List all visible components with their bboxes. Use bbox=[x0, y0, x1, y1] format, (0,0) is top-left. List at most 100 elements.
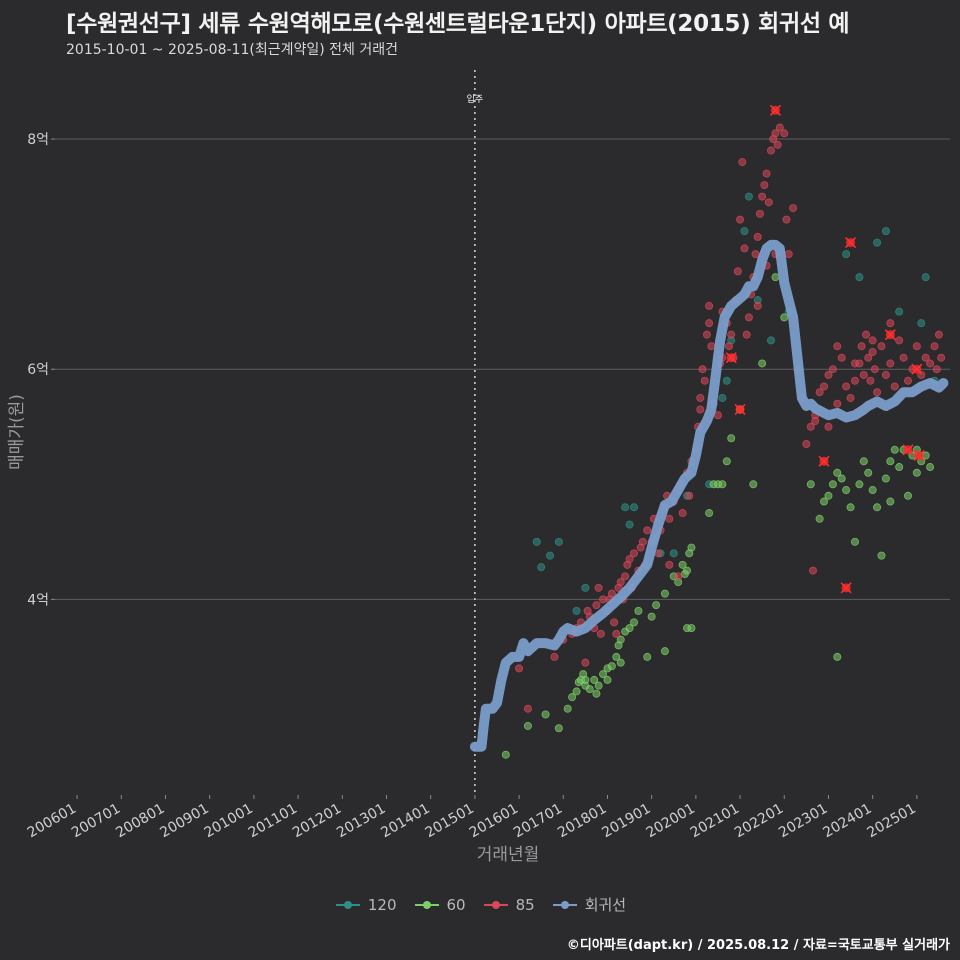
annotation-layer: 입주 bbox=[467, 70, 483, 795]
highlight-cross bbox=[840, 582, 852, 594]
data-point-85 bbox=[917, 370, 926, 379]
data-point-60 bbox=[771, 273, 780, 282]
data-point-85 bbox=[864, 353, 873, 362]
data-point-85 bbox=[857, 342, 866, 351]
data-point-85 bbox=[859, 370, 868, 379]
x-tick-label: 200701 bbox=[69, 801, 123, 842]
x-tick-label: 201701 bbox=[511, 801, 565, 842]
data-point-85 bbox=[921, 353, 930, 362]
data-point-60 bbox=[585, 685, 594, 694]
data-point-120 bbox=[718, 393, 727, 402]
data-point-60 bbox=[647, 612, 656, 621]
x-tick-label: 202501 bbox=[865, 801, 919, 842]
data-point-60 bbox=[727, 434, 736, 443]
data-point-85 bbox=[782, 215, 791, 224]
x-tick-label: 201101 bbox=[246, 801, 300, 842]
data-point-120 bbox=[744, 192, 753, 201]
data-point-85 bbox=[811, 416, 820, 425]
data-point-85 bbox=[780, 129, 789, 138]
data-point-85 bbox=[866, 376, 875, 385]
data-point-60 bbox=[660, 589, 669, 598]
y-tick-label: 8억 bbox=[27, 132, 49, 148]
data-point-60 bbox=[833, 652, 842, 661]
highlight-cross bbox=[769, 104, 781, 116]
data-point-85 bbox=[678, 509, 687, 518]
data-point-85 bbox=[912, 342, 921, 351]
data-point-60 bbox=[599, 670, 608, 679]
data-point-85 bbox=[926, 359, 935, 368]
data-point-85 bbox=[868, 336, 877, 345]
data-point-85 bbox=[755, 209, 764, 218]
data-point-60 bbox=[687, 543, 696, 552]
x-tick-label: 201001 bbox=[202, 801, 256, 842]
data-point-85 bbox=[824, 422, 833, 431]
data-point-85 bbox=[581, 658, 590, 667]
data-point-85 bbox=[862, 330, 871, 339]
data-point-85 bbox=[738, 158, 747, 167]
data-point-85 bbox=[705, 301, 714, 310]
chart-title: [수원권선구] 세류 수원역해모로(수원센트럴타운1단지) 아파트(2015) … bbox=[66, 11, 850, 37]
x-tick-label: 202401 bbox=[820, 801, 874, 842]
axis-layer: 4억 6억 8억 2006012007012008012009012010012011… bbox=[25, 132, 919, 841]
data-point-85 bbox=[596, 629, 605, 638]
data-point-60 bbox=[718, 480, 727, 489]
data-point-85 bbox=[842, 382, 851, 391]
data-point-120 bbox=[572, 606, 581, 615]
data-point-120 bbox=[621, 503, 630, 512]
data-point-120 bbox=[740, 227, 749, 236]
data-point-60 bbox=[886, 497, 895, 506]
data-point-85 bbox=[713, 411, 722, 420]
points-layer bbox=[501, 123, 946, 759]
data-point-85 bbox=[932, 365, 941, 374]
data-point-60 bbox=[705, 509, 714, 518]
data-point-85 bbox=[771, 129, 780, 138]
data-point-120 bbox=[532, 537, 541, 546]
data-point-120 bbox=[881, 227, 890, 236]
highlight-cross bbox=[844, 237, 857, 249]
data-point-85 bbox=[621, 572, 630, 581]
data-point-85 bbox=[773, 140, 782, 149]
x-tick-label: 202101 bbox=[688, 801, 742, 842]
data-point-85 bbox=[612, 629, 621, 638]
data-point-120 bbox=[722, 376, 731, 385]
data-point-85 bbox=[753, 232, 762, 241]
data-point-85 bbox=[767, 146, 776, 155]
data-point-60 bbox=[629, 618, 638, 627]
data-point-120 bbox=[581, 583, 590, 592]
data-point-85 bbox=[784, 250, 793, 259]
data-point-60 bbox=[568, 693, 577, 702]
data-point-85 bbox=[895, 336, 904, 345]
data-point-85 bbox=[665, 514, 674, 523]
x-tick-label: 202001 bbox=[644, 801, 698, 842]
data-point-120 bbox=[625, 520, 634, 529]
data-point-60 bbox=[678, 560, 687, 569]
data-point-85 bbox=[523, 704, 532, 713]
data-point-85 bbox=[751, 250, 760, 259]
data-point-85 bbox=[753, 301, 762, 310]
data-point-85 bbox=[698, 365, 707, 374]
data-point-120 bbox=[669, 549, 678, 558]
highlight-cross bbox=[911, 363, 923, 375]
data-point-60 bbox=[572, 687, 581, 696]
data-point-85 bbox=[806, 422, 815, 431]
x-tick-label: 201501 bbox=[423, 801, 477, 842]
data-point-60 bbox=[501, 750, 510, 759]
data-point-60 bbox=[643, 652, 652, 661]
data-point-85 bbox=[592, 601, 601, 610]
x-tick-label: 200801 bbox=[113, 801, 167, 842]
data-point-85 bbox=[705, 319, 714, 328]
legend-key-dot bbox=[343, 900, 352, 909]
data-point-85 bbox=[937, 353, 946, 362]
data-point-85 bbox=[594, 583, 603, 592]
data-point-60 bbox=[877, 551, 886, 560]
data-point-60 bbox=[828, 480, 837, 489]
data-point-120 bbox=[546, 551, 555, 560]
data-point-85 bbox=[685, 491, 694, 500]
data-point-60 bbox=[815, 514, 824, 523]
data-point-60 bbox=[890, 445, 899, 454]
data-point-120 bbox=[842, 250, 851, 259]
data-point-85 bbox=[815, 388, 824, 397]
data-point-60 bbox=[895, 463, 904, 472]
data-point-85 bbox=[736, 215, 745, 224]
data-point-85 bbox=[625, 555, 634, 564]
